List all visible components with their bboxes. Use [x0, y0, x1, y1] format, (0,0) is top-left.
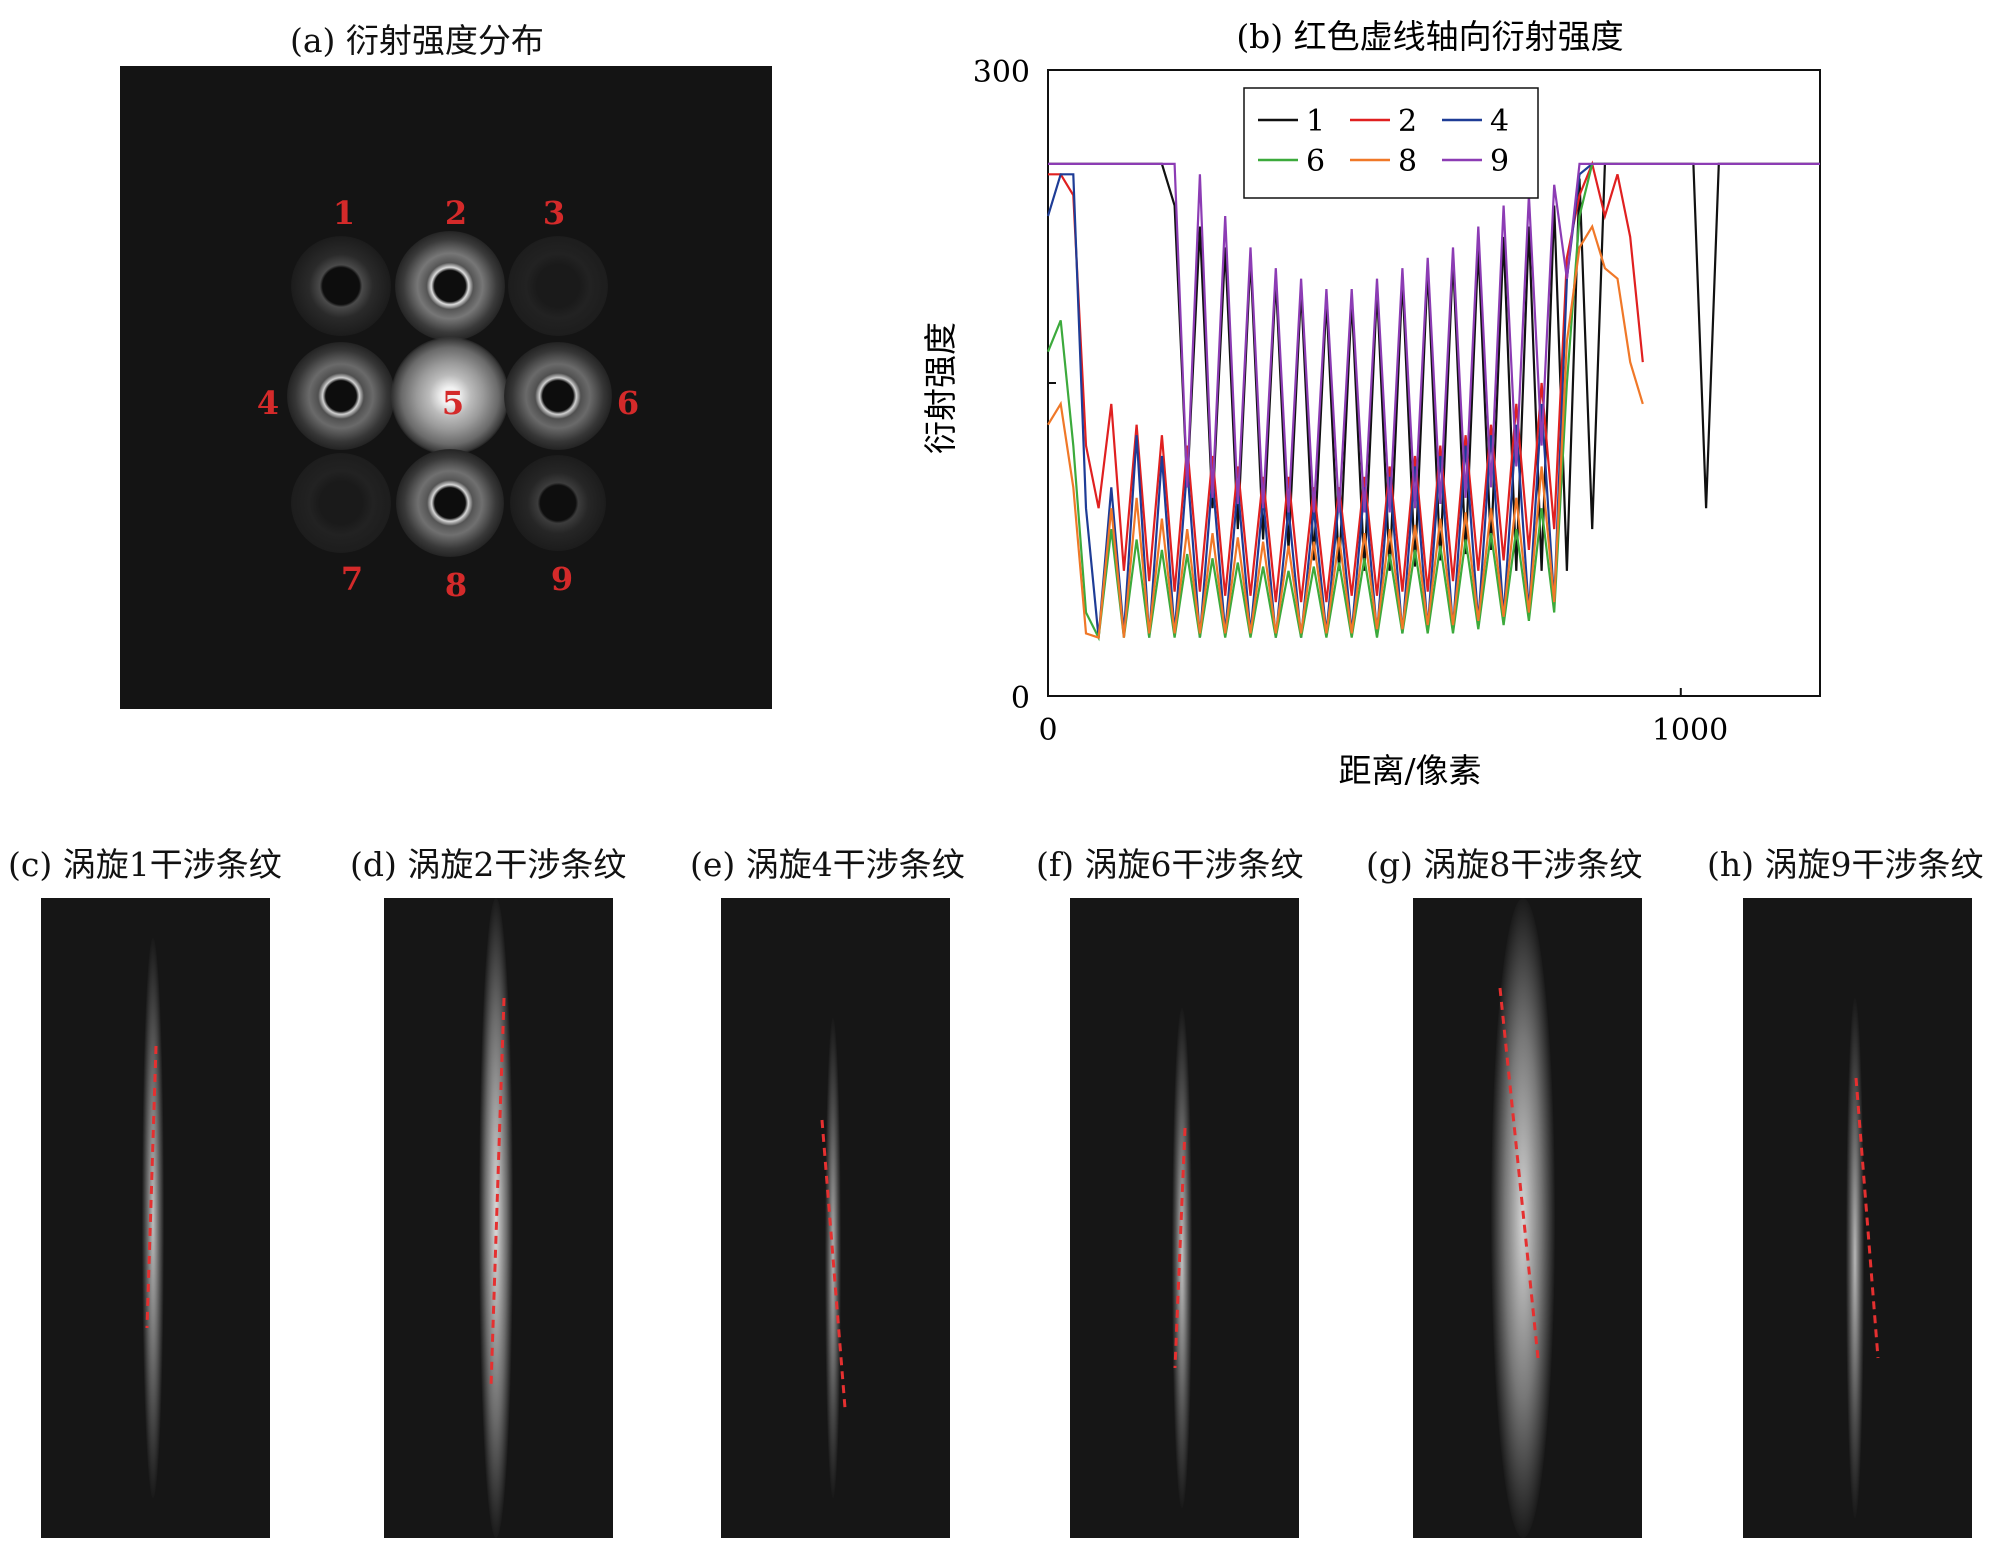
vortex-ring-1 — [291, 236, 391, 336]
chart-title: (b) 红色虚线轴向衍射强度 — [1236, 17, 1623, 56]
chart-xlabel: 距离/像素 — [1338, 751, 1481, 790]
vortex-ring-8 — [396, 449, 504, 557]
x-tick-zero: 0 — [1038, 713, 1057, 748]
label-9: 9 — [550, 560, 574, 598]
legend-label-6: 6 — [1306, 144, 1325, 179]
vortex-ring-2 — [395, 231, 505, 341]
label-7: 7 — [340, 560, 364, 598]
legend-label-8: 8 — [1398, 144, 1417, 179]
fringe-image-c — [41, 898, 270, 1538]
legend-label-2: 2 — [1398, 104, 1417, 139]
intensity-chart: (b) 红色虚线轴向衍射强度 衍射强度 距离/像素 300 0 0 1000 1… — [921, 17, 1821, 790]
series-line-9 — [1048, 162, 1820, 513]
panel-a-caption: (a) 衍射强度分布 — [290, 21, 544, 60]
label-2: 2 — [444, 194, 468, 232]
x-tick-1000: 1000 — [1652, 713, 1728, 748]
label-6: 6 — [616, 384, 640, 422]
caption-f: (f) 涡旋6干涉条纹 — [1036, 845, 1304, 884]
caption-e: (e) 涡旋4干涉条纹 — [690, 845, 965, 884]
legend-label-1: 1 — [1306, 104, 1325, 139]
caption-g: (g) 涡旋8干涉条纹 — [1366, 845, 1643, 884]
fringe-image-e — [721, 898, 950, 1538]
chart-ylabel: 衍射强度 — [921, 322, 960, 454]
fringe-image-g — [1413, 898, 1642, 1538]
vortex-ring-7 — [291, 453, 391, 553]
vortex-ring-3 — [508, 236, 608, 336]
label-8: 8 — [444, 566, 468, 604]
vortex-ring-9 — [510, 455, 606, 551]
vortex-ring-5 — [391, 337, 509, 455]
red-dashed-axis — [1173, 1127, 1187, 1369]
y-tick-max: 300 — [973, 55, 1030, 90]
caption-c: (c) 涡旋1干涉条纹 — [8, 845, 282, 884]
fringe-glow — [1846, 998, 1864, 1518]
red-dashed-axis — [820, 1119, 847, 1409]
fringe-glow — [825, 1018, 841, 1498]
fringe-image-h — [1743, 898, 1972, 1538]
red-dashed-axis — [1498, 987, 1540, 1359]
legend-label-9: 9 — [1490, 144, 1509, 179]
red-dashed-axis — [145, 1045, 158, 1329]
label-1: 1 — [332, 194, 356, 232]
series-lines — [1046, 160, 1820, 642]
label-4: 4 — [256, 384, 280, 422]
diffraction-pattern-image: 1 2 3 4 5 6 7 8 9 — [120, 66, 772, 709]
legend-label-4: 4 — [1490, 104, 1509, 139]
legend-box — [1243, 87, 1539, 199]
caption-d: (d) 涡旋2干涉条纹 — [350, 845, 627, 884]
series-line-8 — [1047, 223, 1644, 640]
red-dashed-axis — [1854, 1077, 1880, 1359]
label-5: 5 — [441, 384, 465, 422]
red-dashed-axis — [489, 997, 506, 1387]
caption-h: (h) 涡旋9干涉条纹 — [1707, 845, 1984, 884]
fringe-glow — [1172, 1008, 1192, 1508]
fringe-glow — [142, 938, 164, 1498]
vortex-ring-6 — [504, 342, 612, 450]
y-tick-min: 0 — [1011, 681, 1030, 716]
label-3: 3 — [542, 194, 566, 232]
fringe-glow — [479, 898, 513, 1538]
series-line-6 — [1046, 162, 1618, 642]
fringe-image-f — [1070, 898, 1299, 1538]
chart-legend: 1 2 4 6 8 9 — [1243, 87, 1539, 199]
fringe-image-d — [384, 898, 613, 1538]
vortex-ring-4 — [287, 342, 395, 450]
